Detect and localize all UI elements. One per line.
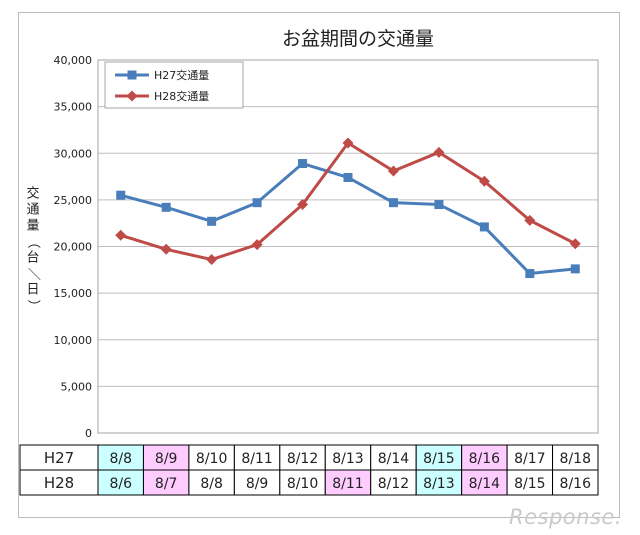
y-tick-label: 40,000 [54, 54, 93, 67]
y-axis-label-char: 日 [26, 283, 39, 298]
table-cell-date: 8/12 [378, 476, 409, 492]
table-cell-date: 8/11 [332, 476, 363, 492]
y-axis-label-char: 台 [26, 251, 39, 266]
y-tick-label: 35,000 [54, 101, 93, 114]
chart-title: お盆期間の交通量 [282, 28, 434, 50]
table-cell [233, 444, 281, 471]
y-tick-label: 5,000 [61, 380, 93, 393]
table-cell-date: 8/8 [200, 476, 223, 492]
data-point-diamond [569, 238, 581, 250]
table-cell [552, 469, 599, 496]
table-cell [233, 469, 281, 496]
series-line-2 [120, 141, 576, 262]
data-point-square [161, 202, 171, 212]
table-cell [370, 444, 417, 471]
data-point-diamond [160, 243, 172, 255]
table-cell [461, 444, 508, 471]
legend-box [104, 61, 244, 109]
table-cell [506, 469, 554, 496]
table-cell-date: 8/15 [514, 476, 545, 492]
y-tick-label: 10,000 [54, 334, 93, 347]
y-axis-label-char: ／ [26, 267, 41, 280]
y-axis-label-char: （ [26, 235, 41, 248]
table-cell-date: 8/14 [469, 476, 501, 492]
data-point-diamond [387, 165, 399, 177]
y-axis-label-char: 量 [26, 219, 39, 234]
chart-frame [18, 12, 620, 518]
table-cell-date: 8/7 [155, 476, 178, 492]
data-point-diamond [297, 199, 309, 211]
table-cell-date: 8/9 [155, 451, 178, 467]
table-cell-date: 8/18 [560, 451, 591, 467]
table-cell [97, 469, 144, 496]
table-cell [324, 469, 372, 496]
table-row-header: H27 [44, 449, 74, 467]
data-point-diamond [251, 239, 263, 251]
table-cell [188, 444, 235, 471]
data-point-diamond [433, 146, 445, 158]
data-point-diamond [115, 229, 127, 241]
data-point-diamond [206, 254, 218, 266]
legend-label: H27交通量 [154, 68, 209, 82]
data-point-square [479, 222, 489, 232]
plot-area-border [97, 59, 599, 434]
data-point-square [388, 198, 398, 208]
table-cell-date: 8/10 [287, 476, 318, 492]
y-tick-label: 30,000 [54, 147, 93, 160]
legend-marker-diamond [126, 90, 138, 102]
legend-marker-square [127, 70, 137, 80]
table-cell-date: 8/17 [514, 451, 545, 467]
data-point-square [207, 216, 217, 226]
table-cell [142, 469, 190, 496]
watermark-logo: Response. [509, 505, 622, 529]
data-point-diamond [478, 175, 490, 187]
table-cell-date: 8/13 [423, 476, 454, 492]
table-row-header: H28 [44, 474, 74, 492]
table-cell-date: 8/10 [196, 451, 227, 467]
y-axis-label-char: ） [26, 299, 41, 312]
y-tick-label: 20,000 [54, 241, 93, 254]
table-cell-date: 8/9 [246, 476, 269, 492]
y-axis-label-char: 通 [26, 203, 39, 218]
table-cell-date: 8/16 [560, 476, 592, 492]
data-point-square [298, 159, 308, 169]
y-tick-label: 0 [85, 427, 92, 440]
table-cell-date: 8/8 [109, 451, 132, 467]
table-cell-date: 8/14 [378, 451, 410, 467]
y-tick-label: 15,000 [54, 287, 93, 300]
legend-label: H28交通量 [154, 89, 209, 103]
data-point-square [252, 198, 262, 208]
data-point-square [525, 269, 535, 279]
table-cell-date: 8/6 [109, 476, 132, 492]
y-axis-label-char: 交 [26, 186, 39, 202]
table-cell-date: 8/12 [287, 451, 318, 467]
table-cell-date: 8/11 [241, 451, 272, 467]
data-point-diamond [524, 214, 536, 226]
table-cell-date: 8/16 [469, 451, 501, 467]
table-cell-date: 8/13 [332, 451, 363, 467]
data-point-square [434, 200, 444, 210]
data-point-diamond [342, 137, 354, 149]
data-point-square [116, 190, 126, 200]
table-cell [370, 469, 417, 496]
table-cell [188, 469, 235, 496]
table-cell [324, 444, 372, 471]
data-point-square [570, 264, 580, 274]
table-row-header-cell [19, 469, 99, 496]
table-cell-date: 8/15 [423, 451, 454, 467]
y-tick-label: 25,000 [54, 194, 93, 207]
data-point-square [343, 172, 353, 182]
